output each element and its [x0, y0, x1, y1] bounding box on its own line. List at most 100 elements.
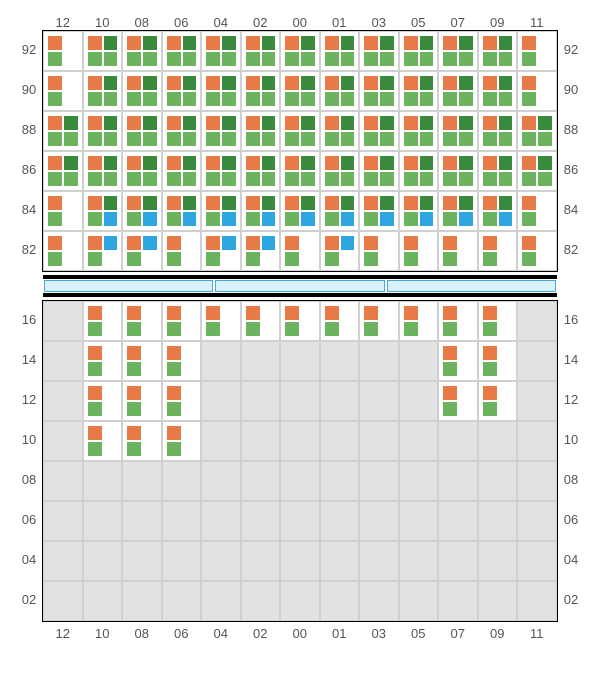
slot-cell	[122, 341, 162, 381]
slot-cell	[478, 151, 518, 191]
slot-cell	[517, 421, 557, 461]
slot-cell	[43, 231, 83, 271]
slot-cell	[201, 31, 241, 71]
slot-cell	[162, 151, 202, 191]
axis-label: 82	[15, 230, 42, 270]
axis-label: 09	[478, 626, 518, 641]
top-row-labels-right: 929088868482	[558, 30, 585, 272]
axis-label: 02	[241, 15, 281, 30]
slot-cell	[241, 381, 281, 421]
slot-cell	[280, 111, 320, 151]
slot-cell	[438, 31, 478, 71]
top-grid	[42, 30, 558, 272]
slot-cell	[399, 341, 439, 381]
top-grid-section: 929088868482 929088868482	[15, 30, 585, 272]
axis-label: 06	[15, 500, 42, 540]
slot-cell	[399, 231, 439, 271]
slot-cell	[162, 341, 202, 381]
slot-cell	[399, 461, 439, 501]
slot-cell	[320, 341, 360, 381]
slot-cell	[122, 421, 162, 461]
slot-cell	[517, 111, 557, 151]
slot-cell	[320, 541, 360, 581]
slot-cell	[83, 71, 123, 111]
slot-cell	[122, 191, 162, 231]
slot-cell	[478, 501, 518, 541]
slot-cell	[438, 71, 478, 111]
slot-cell	[241, 71, 281, 111]
slot-cell	[438, 341, 478, 381]
slot-cell	[399, 191, 439, 231]
axis-label: 84	[558, 190, 585, 230]
axis-label: 05	[399, 626, 439, 641]
top-col-labels: 12100806040200010305070911	[43, 15, 557, 30]
slot-cell	[122, 381, 162, 421]
slot-cell	[359, 581, 399, 621]
slot-cell	[162, 461, 202, 501]
slot-cell	[359, 461, 399, 501]
slot-cell	[320, 71, 360, 111]
slot-cell	[478, 581, 518, 621]
slot-cell	[241, 341, 281, 381]
axis-label: 06	[558, 500, 585, 540]
slot-cell	[320, 461, 360, 501]
slot-cell	[438, 231, 478, 271]
slot-cell	[241, 421, 281, 461]
slot-cell	[320, 381, 360, 421]
slot-cell	[83, 421, 123, 461]
slot-cell	[399, 541, 439, 581]
slot-cell	[359, 71, 399, 111]
slot-cell	[359, 191, 399, 231]
axis-label: 08	[122, 15, 162, 30]
divider-segment	[215, 280, 384, 292]
axis-label: 02	[558, 580, 585, 620]
slot-cell	[438, 541, 478, 581]
slot-cell	[162, 501, 202, 541]
slot-cell	[359, 31, 399, 71]
slot-cell	[241, 191, 281, 231]
slot-cell	[201, 541, 241, 581]
axis-label: 06	[162, 626, 202, 641]
axis-label: 14	[15, 340, 42, 380]
slot-cell	[280, 231, 320, 271]
divider-bar	[43, 275, 557, 297]
divider-segment	[44, 280, 213, 292]
slot-cell	[241, 581, 281, 621]
slot-cell	[201, 151, 241, 191]
slot-cell	[438, 191, 478, 231]
slot-cell	[399, 111, 439, 151]
slot-cell	[478, 461, 518, 501]
axis-label: 84	[15, 190, 42, 230]
slot-cell	[162, 231, 202, 271]
slot-cell	[399, 581, 439, 621]
slot-cell	[359, 341, 399, 381]
slot-cell	[43, 191, 83, 231]
slot-cell	[43, 541, 83, 581]
slot-cell	[517, 381, 557, 421]
slot-cell	[43, 111, 83, 151]
slot-cell	[478, 231, 518, 271]
slot-cell	[478, 421, 518, 461]
axis-label: 03	[359, 15, 399, 30]
slot-cell	[162, 381, 202, 421]
slot-cell	[517, 341, 557, 381]
axis-label: 12	[43, 626, 83, 641]
slot-cell	[517, 581, 557, 621]
slot-cell	[201, 111, 241, 151]
axis-label: 07	[438, 15, 478, 30]
axis-label: 12	[15, 380, 42, 420]
slot-cell	[399, 501, 439, 541]
slot-cell	[201, 301, 241, 341]
slot-cell	[162, 111, 202, 151]
axis-label: 11	[517, 15, 557, 30]
rack-diagram: 12100806040200010305070911 929088868482 …	[15, 15, 585, 641]
axis-label: 07	[438, 626, 478, 641]
slot-cell	[438, 501, 478, 541]
slot-cell	[122, 71, 162, 111]
slot-cell	[241, 541, 281, 581]
slot-cell	[201, 191, 241, 231]
slot-cell	[359, 501, 399, 541]
slot-cell	[280, 501, 320, 541]
slot-cell	[517, 461, 557, 501]
slot-cell	[438, 421, 478, 461]
